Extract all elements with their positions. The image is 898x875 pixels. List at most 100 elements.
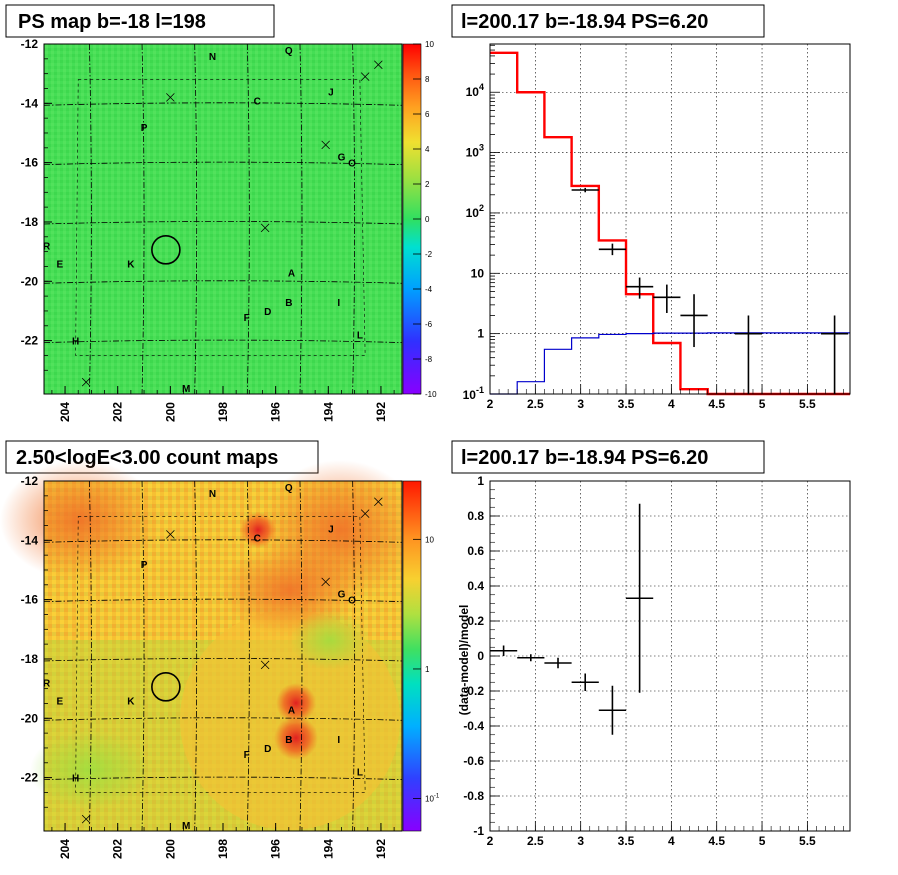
colorbar-tick-label: 2 [425, 180, 430, 189]
roi-box [75, 79, 366, 356]
spectrum-series [490, 51, 850, 396]
grid-line-lon [299, 480, 303, 832]
x-tick-label: 3 [577, 397, 584, 411]
ps-map-markers [81, 60, 383, 387]
x-tick-label: 192 [374, 402, 388, 422]
source-label-l: L [357, 768, 363, 779]
target-circle [151, 235, 181, 265]
source-label-l: L [357, 331, 363, 342]
count-map-y-ticks: -12 -14 -16 -18 -20 -22 [21, 474, 52, 808]
x-tick-label: 5 [759, 834, 766, 848]
source-label-i: I [337, 735, 340, 746]
ps-map-x-ticks: 204 202 200 198 196 194 192 [51, 386, 395, 422]
source-label-n: N [209, 489, 216, 500]
source-label-b: B [285, 735, 292, 746]
x-tick-label: 202 [111, 402, 125, 422]
ps-map-image [44, 44, 402, 394]
count-map-x-ticks: 204 202 200 198 196 194 192 [51, 823, 395, 859]
cross-marker [360, 509, 370, 518]
x-tick-label: 5.5 [799, 397, 816, 411]
source-label-m: M [182, 384, 190, 395]
x-tick-label: 3 [577, 834, 584, 848]
y-tick-label: -14 [21, 96, 39, 110]
grid-line-lon [88, 480, 92, 832]
count-map-colorbar [402, 480, 422, 832]
source-label-q: Q [285, 46, 293, 57]
spectrum-title: l=200.17 b=-18.94 PS=6.20 [461, 11, 708, 33]
source-label-g: G [338, 590, 346, 601]
histogram-series-1 [490, 51, 850, 396]
residual-data-points [490, 503, 654, 735]
spectrum-y-ticks: 10-1 1 10 102 103 104 [463, 44, 500, 402]
grid-line-lon [352, 480, 356, 832]
y-tick-label: -20 [21, 711, 39, 725]
x-tick-label: 200 [163, 839, 177, 859]
y-tick-label: -16 [21, 593, 39, 607]
colorbar-tick-label: -8 [425, 355, 433, 364]
x-tick-label: 196 [269, 839, 283, 859]
grid-line-lat [43, 539, 403, 543]
x-tick-label: 192 [374, 839, 388, 859]
source-label-h: H [72, 774, 79, 785]
colorbar-tick-label: 10 [425, 40, 434, 49]
y-tick-label: 0.4 [467, 579, 484, 593]
y-tick-label: -0.8 [463, 789, 484, 803]
y-tick-label: 0 [477, 649, 484, 663]
residual-panel: l=200.17 b=-18.94 PS=6.20 1 0.8 0.6 0.4 0.2 0… [451, 440, 851, 848]
source-label-i: I [337, 298, 340, 309]
source-label-k: K [127, 259, 135, 270]
source-label-d: D [264, 744, 271, 755]
cross-marker [321, 140, 330, 150]
ps-map-panel: PS map b=-18 l=198 10 8 6 4 2 0 -2 -4 -6 -8 -10 -1… [5, 4, 437, 422]
residual-y-axis-label: (data-model)/model [457, 605, 471, 716]
grid-line-lat [43, 339, 403, 344]
x-tick-label: 202 [111, 839, 125, 859]
source-label-p: P [141, 123, 148, 134]
y-tick-label: 0.8 [467, 509, 484, 523]
y-tick-label: -0.4 [463, 719, 484, 733]
colorbar-tick-label: 8 [425, 75, 430, 84]
y-tick-label: 10 [471, 266, 485, 280]
y-tick-label: 10-1 [463, 385, 484, 402]
y-tick-label: 102 [466, 203, 484, 220]
y-tick-label: -18 [21, 215, 39, 229]
source-label-b: B [285, 298, 292, 309]
target-circle [151, 672, 181, 702]
grid-line-lon [352, 43, 356, 395]
y-tick-label: -22 [21, 334, 39, 348]
x-tick-label: 198 [216, 402, 230, 422]
y-tick-label: -20 [21, 274, 39, 288]
source-label-r: R [43, 242, 51, 253]
grid-line-lat [43, 776, 403, 781]
x-tick-label: 5.5 [799, 834, 816, 848]
cross-marker [81, 814, 91, 824]
cross-marker [321, 577, 330, 587]
source-label-a: A [288, 268, 295, 279]
x-tick-label: 4.5 [708, 397, 725, 411]
y-tick-label: -18 [21, 652, 39, 666]
colorbar-tick-label: 4 [425, 145, 430, 154]
roi-box [75, 516, 366, 793]
ps-map-title-box [5, 4, 275, 38]
colorbar-tick-label: -6 [425, 320, 433, 329]
x-tick-label: 194 [321, 402, 335, 422]
x-tick-label: 2.5 [527, 397, 544, 411]
x-tick-label: 196 [269, 402, 283, 422]
source-label-r: R [43, 679, 51, 690]
ps-map-title: PS map b=-18 l=198 [18, 11, 206, 33]
source-label-k: K [127, 696, 135, 707]
colorbar-tick-label: -4 [425, 285, 433, 294]
y-tick-label: 0.6 [467, 544, 484, 558]
colorbar-tick-label: 6 [425, 110, 430, 119]
colorbar-tick-label: -10 [425, 390, 437, 399]
x-tick-label: 4 [668, 397, 675, 411]
grid-line-lat [43, 221, 403, 225]
x-tick-label: 4.5 [708, 834, 725, 848]
count-map-source-labels: N Q J C P GO RE K A B I F D L H M [43, 483, 363, 832]
spectrum-data-points [571, 187, 849, 394]
source-label-p: P [141, 560, 148, 571]
grid-line-lat [43, 658, 403, 662]
source-label-d: D [264, 307, 271, 318]
colorbar-tick-label: -2 [425, 250, 433, 259]
